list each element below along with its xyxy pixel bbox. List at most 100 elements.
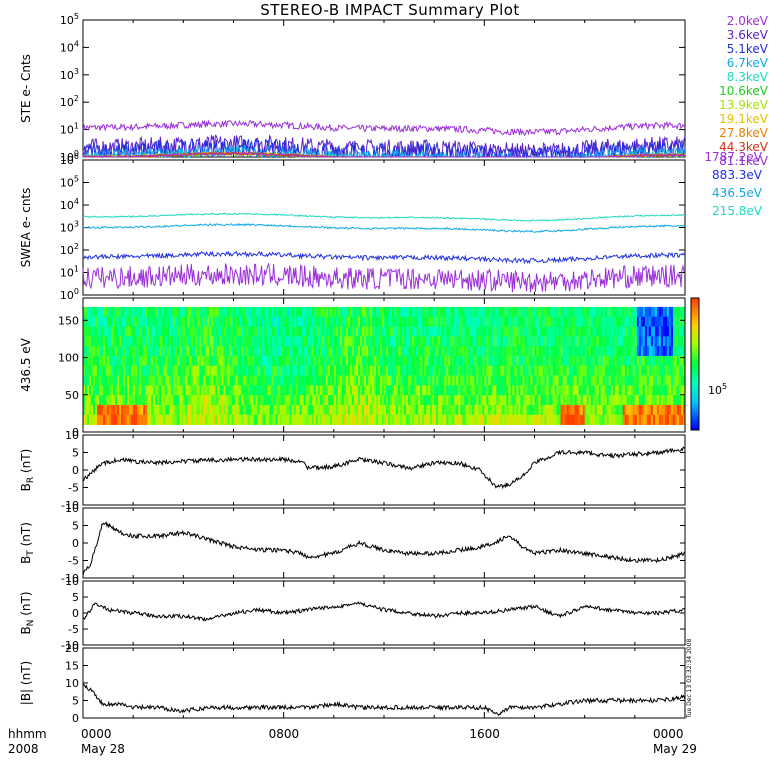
pad-cell [211,385,214,396]
pad-cell [520,404,523,416]
pad-cell [331,375,335,386]
pad-cell [217,355,220,367]
pad-cell [227,404,230,416]
pad-cell [522,365,525,376]
pad-cell [111,316,114,327]
pad-cell [191,385,194,396]
pad-cell [482,306,485,318]
pad-cell [229,346,232,357]
pad-cell [596,326,600,337]
pad-cell [135,414,138,425]
pad-cell [650,355,654,367]
pad-cell [99,355,102,367]
pad-cell [608,316,612,327]
pad-cell [568,395,572,406]
pad-cell [670,336,674,347]
pad-cell [185,375,188,386]
pad-cell [253,346,256,357]
pad-cell [642,365,646,376]
pad-cell [478,336,481,347]
pad-cell [662,365,666,376]
ste-ytick-label: 101 [60,122,79,137]
pad-cell [123,306,126,318]
pad-cell [618,316,622,327]
pad-cell [562,336,565,347]
pad-cell [652,414,656,425]
pad-cell [191,346,194,357]
pad-cell [648,404,652,416]
pad-cell [355,306,359,318]
pad-cell [612,306,616,318]
pad-cell [181,375,184,386]
pad-cell [221,395,224,406]
pad-cell [394,414,397,425]
pad-cell [365,385,369,396]
pad-cell [536,395,539,406]
pad-cell [678,375,682,386]
pad-cell [678,414,682,425]
pad-cell [253,355,256,367]
pad-cell [339,346,343,357]
pad-cell [153,395,156,406]
pad-cell [662,385,666,396]
pad-cell [488,395,491,406]
pad-cell [221,326,224,337]
pad-cell [113,316,116,327]
pad-cell [650,404,654,416]
pad-cell [371,316,375,327]
pad-cell [125,316,128,327]
pad-cell [638,346,642,357]
pad-cell [355,395,359,406]
pad-cell [628,336,632,347]
pad-cell [147,336,150,347]
pad-cell [231,395,234,406]
pad-cell [482,355,485,367]
pad-cell [285,316,289,327]
pad-cell [285,404,289,416]
pad-cell [386,395,389,406]
pad-cell [488,316,491,327]
pad-cell [462,375,465,386]
pad-cell [388,375,391,386]
pad-cell [145,326,148,337]
pad-cell [448,395,451,406]
pad-cell [496,385,499,396]
pad-cell [606,395,610,406]
pad-cell [478,355,481,367]
pad-cell [394,326,397,337]
pad-cell [85,395,88,406]
pad-cell [139,326,142,337]
pad-cell [496,326,499,337]
pad-cell [492,395,495,406]
pad-cell [377,414,381,425]
pad-cell [434,326,437,337]
pad-cell [602,395,606,406]
bt-ylabel: BT (nT) [19,522,36,564]
pad-cell [381,316,385,327]
pad-cell [129,336,132,347]
pad-cell [636,375,640,386]
pad-cell [139,346,142,357]
pad-cell [628,385,632,396]
pad-cell [321,336,325,347]
pad-cell [341,395,345,406]
pad-cell [468,355,471,367]
pad-cell [199,326,202,337]
pad-cell [113,306,116,318]
pad-cell [544,404,547,416]
pad-cell [323,316,327,327]
pad-cell [670,414,674,425]
pad-cell [163,355,166,367]
pad-cell [632,355,636,367]
pad-cell [566,326,570,337]
colorbar-segment [691,366,699,369]
pad-cell [394,385,397,396]
pad-cell [227,365,230,376]
pad-cell [540,316,543,327]
pad-cell [159,306,162,318]
pad-cell [422,306,425,318]
pad-cell [526,414,529,425]
pad-cell [562,306,565,318]
pad-cell [410,404,413,416]
pad-cell [632,365,636,376]
